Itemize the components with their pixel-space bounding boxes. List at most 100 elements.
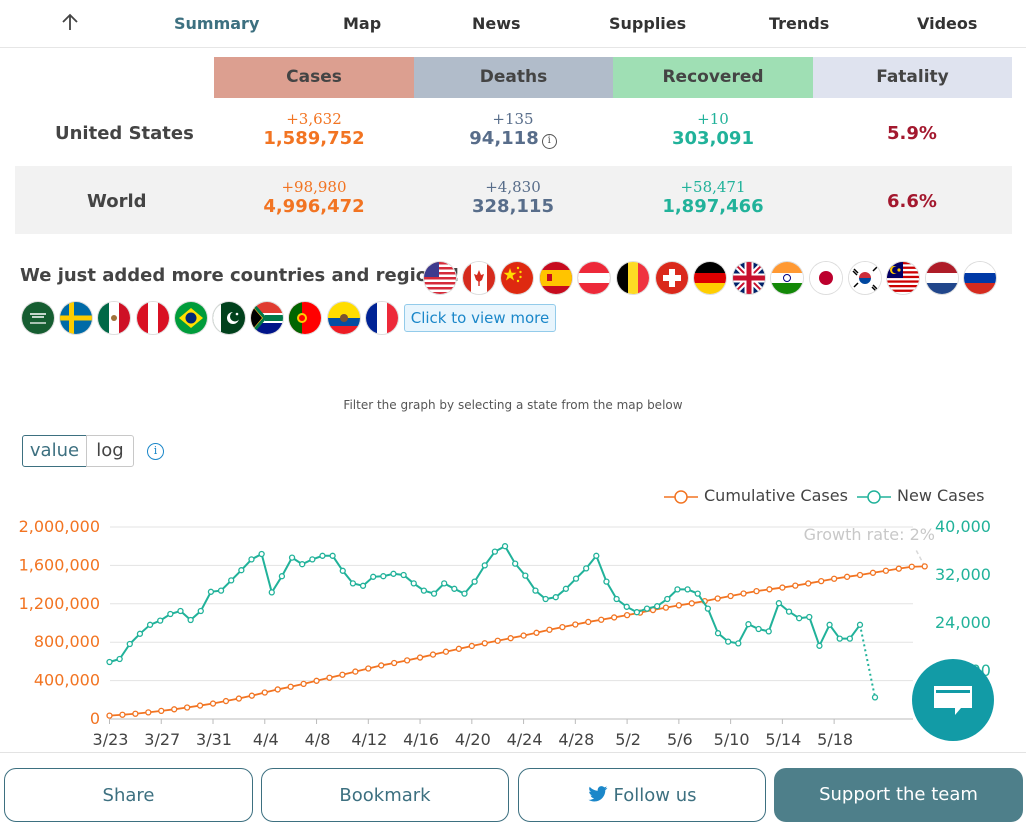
cumulative-point[interactable] xyxy=(921,563,928,570)
cumulative-point[interactable] xyxy=(792,582,799,589)
new-cases-point[interactable] xyxy=(745,621,752,628)
recovered-header[interactable]: Recovered xyxy=(613,57,813,98)
new-cases-point[interactable] xyxy=(410,580,417,587)
view-more-button[interactable]: Click to view more xyxy=(404,304,556,332)
cumulative-point[interactable] xyxy=(559,623,566,631)
new-cases-point[interactable] xyxy=(359,582,367,589)
new-cases-point[interactable] xyxy=(390,570,397,577)
new-cases-point[interactable] xyxy=(684,586,691,593)
new-cases-point[interactable] xyxy=(613,595,620,603)
cumulative-point[interactable] xyxy=(494,637,501,644)
flag-ecuador-icon[interactable] xyxy=(328,302,360,334)
flag-malaysia-icon[interactable] xyxy=(887,262,919,294)
new-cases-point[interactable] xyxy=(146,621,154,628)
cumulative-point[interactable] xyxy=(779,584,786,591)
cumulative-point[interactable] xyxy=(171,706,178,713)
cumulative-point[interactable] xyxy=(468,642,475,650)
flag-sweden-icon[interactable] xyxy=(60,302,92,334)
new-cases-point[interactable] xyxy=(258,550,265,558)
cumulative-point[interactable] xyxy=(805,580,812,587)
new-cases-point[interactable] xyxy=(633,609,641,616)
new-cases-point[interactable] xyxy=(400,571,407,579)
flag-portugal-icon[interactable] xyxy=(289,302,321,334)
new-cases-point[interactable] xyxy=(735,640,742,647)
share-button[interactable]: Share xyxy=(4,768,253,822)
cumulative-point[interactable] xyxy=(714,595,721,602)
new-cases-point[interactable] xyxy=(278,573,286,580)
new-cases-point[interactable] xyxy=(714,630,722,637)
cumulative-point[interactable] xyxy=(753,587,760,595)
new-cases-point[interactable] xyxy=(704,605,712,612)
cumulative-point[interactable] xyxy=(274,686,281,693)
flag-germany-icon[interactable] xyxy=(694,262,726,294)
tab-videos[interactable]: Videos xyxy=(917,14,978,33)
flag-saudi-arabia-icon[interactable] xyxy=(22,302,54,334)
new-cases-point[interactable] xyxy=(481,562,488,569)
cumulative-point[interactable] xyxy=(287,683,294,690)
cumulative-point[interactable] xyxy=(132,710,139,717)
cumulative-point[interactable] xyxy=(520,632,527,639)
new-cases-point[interactable] xyxy=(765,628,772,635)
flag-spain-icon[interactable] xyxy=(540,262,572,294)
flag-canada-icon[interactable] xyxy=(463,262,495,294)
new-cases-point[interactable] xyxy=(126,640,133,648)
flag-china-icon[interactable] xyxy=(501,262,533,294)
cumulative-point[interactable] xyxy=(313,677,320,684)
flag-france-icon[interactable] xyxy=(366,302,398,334)
new-cases-point[interactable] xyxy=(197,607,204,615)
cumulative-point[interactable] xyxy=(908,563,915,570)
cumulative-point[interactable] xyxy=(106,712,113,719)
info-icon[interactable]: i xyxy=(541,134,557,149)
new-cases-point[interactable] xyxy=(116,655,123,663)
cumulative-point[interactable] xyxy=(391,659,398,667)
deaths-header[interactable]: Deaths xyxy=(414,57,613,98)
cumulative-point[interactable] xyxy=(688,600,695,607)
cumulative-point[interactable] xyxy=(455,645,463,652)
flag-switzerland-icon[interactable] xyxy=(656,262,688,294)
new-cases-point[interactable] xyxy=(430,590,438,597)
new-cases-point[interactable] xyxy=(623,603,630,610)
legend-cumulative[interactable]: Cumulative Cases xyxy=(664,486,848,505)
cumulative-point[interactable] xyxy=(416,654,424,661)
new-cases-point[interactable] xyxy=(501,543,509,550)
new-cases-point[interactable] xyxy=(816,642,823,649)
flag-mexico-icon[interactable] xyxy=(98,302,130,334)
new-cases-point[interactable] xyxy=(309,556,316,563)
new-cases-point[interactable] xyxy=(512,560,519,567)
new-cases-point[interactable] xyxy=(228,577,235,584)
new-cases-point[interactable] xyxy=(785,608,793,615)
new-cases-point[interactable] xyxy=(522,572,529,579)
new-cases-point[interactable] xyxy=(806,613,813,621)
new-cases-point[interactable] xyxy=(299,561,306,568)
flag-india-icon[interactable] xyxy=(771,262,803,294)
cumulative-point[interactable] xyxy=(572,621,579,628)
new-cases-point[interactable] xyxy=(542,595,549,603)
cumulative-point[interactable] xyxy=(507,635,514,642)
new-cases-point[interactable] xyxy=(694,590,701,597)
cumulative-point[interactable] xyxy=(766,586,773,593)
new-cases-point[interactable] xyxy=(654,603,661,610)
new-cases-point[interactable] xyxy=(157,617,164,624)
flag-russia-icon[interactable] xyxy=(964,262,996,294)
new-cases-point[interactable] xyxy=(349,580,357,587)
new-cases-point[interactable] xyxy=(471,578,478,585)
new-cases-point[interactable] xyxy=(775,600,783,607)
new-cases-point[interactable] xyxy=(187,616,194,624)
cumulative-point[interactable] xyxy=(611,614,618,621)
cumulative-point[interactable] xyxy=(662,604,670,611)
cumulative-point[interactable] xyxy=(196,702,204,709)
legend-new-cases[interactable]: New Cases xyxy=(857,486,984,505)
cumulative-point[interactable] xyxy=(727,592,734,600)
new-cases-point[interactable] xyxy=(207,588,215,595)
cumulative-point[interactable] xyxy=(209,700,217,707)
flag-south-korea-icon[interactable] xyxy=(849,262,881,294)
bookmark-button[interactable]: Bookmark xyxy=(261,768,509,822)
cumulative-point[interactable] xyxy=(235,695,243,702)
new-cases-point[interactable] xyxy=(755,625,762,633)
new-cases-point[interactable] xyxy=(491,548,499,555)
cumulative-point[interactable] xyxy=(895,565,902,572)
new-cases-point[interactable] xyxy=(725,638,732,645)
new-cases-point[interactable] xyxy=(846,635,854,642)
new-cases-point[interactable] xyxy=(420,587,428,594)
cumulative-point[interactable] xyxy=(830,575,838,582)
